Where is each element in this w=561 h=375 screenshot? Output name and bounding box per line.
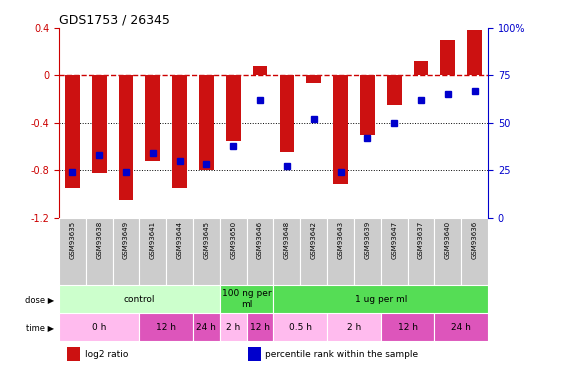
Text: GSM93637: GSM93637: [418, 221, 424, 259]
Bar: [193, 313, 220, 341]
Text: GSM93647: GSM93647: [391, 221, 397, 259]
Text: GSM93645: GSM93645: [204, 221, 209, 259]
Text: 1 ug per ml: 1 ug per ml: [355, 295, 407, 304]
Text: dose ▶: dose ▶: [25, 295, 54, 304]
Bar: [273, 313, 327, 341]
Bar: [92, 75, 107, 172]
Bar: [118, 75, 134, 200]
Bar: [139, 217, 166, 285]
Text: GSM93641: GSM93641: [150, 221, 156, 259]
Bar: [247, 313, 273, 341]
Bar: [59, 285, 220, 313]
Bar: [199, 75, 214, 170]
Text: GSM93642: GSM93642: [311, 221, 317, 259]
Bar: [381, 217, 408, 285]
Bar: [67, 347, 80, 361]
Bar: [461, 217, 488, 285]
Bar: [220, 313, 247, 341]
Bar: [434, 313, 488, 341]
Bar: [65, 75, 80, 188]
Bar: [220, 217, 247, 285]
Text: GSM93648: GSM93648: [284, 221, 290, 259]
Bar: [440, 40, 455, 75]
Text: GSM93650: GSM93650: [230, 221, 236, 259]
Bar: [408, 217, 434, 285]
Text: 2 h: 2 h: [347, 322, 361, 332]
Bar: [273, 285, 488, 313]
Bar: [59, 313, 139, 341]
Text: 12 h: 12 h: [250, 322, 270, 332]
Bar: [248, 347, 261, 361]
Bar: [327, 217, 354, 285]
Bar: [306, 75, 321, 82]
Text: GSM93639: GSM93639: [364, 221, 370, 259]
Text: GSM93636: GSM93636: [472, 221, 477, 259]
Bar: [247, 217, 273, 285]
Bar: [226, 75, 241, 141]
Bar: [354, 217, 381, 285]
Bar: [387, 75, 402, 105]
Bar: [413, 61, 429, 75]
Text: 0 h: 0 h: [92, 322, 107, 332]
Text: 24 h: 24 h: [196, 322, 217, 332]
Text: 24 h: 24 h: [451, 322, 471, 332]
Text: GSM93646: GSM93646: [257, 221, 263, 259]
Text: percentile rank within the sample: percentile rank within the sample: [265, 350, 418, 358]
Text: GSM93635: GSM93635: [70, 221, 75, 259]
Bar: [381, 313, 434, 341]
Text: 12 h: 12 h: [156, 322, 176, 332]
Bar: [220, 285, 273, 313]
Text: GSM93643: GSM93643: [338, 221, 343, 259]
Bar: [193, 217, 220, 285]
Bar: [145, 75, 160, 160]
Bar: [279, 75, 295, 152]
Bar: [86, 217, 113, 285]
Bar: [467, 30, 482, 75]
Bar: [327, 313, 381, 341]
Text: time ▶: time ▶: [26, 322, 54, 332]
Bar: [252, 66, 268, 75]
Text: GSM93640: GSM93640: [445, 221, 451, 259]
Bar: [172, 75, 187, 188]
Text: GSM93649: GSM93649: [123, 221, 129, 259]
Bar: [273, 217, 300, 285]
Bar: [333, 75, 348, 184]
Bar: [300, 217, 327, 285]
Text: control: control: [123, 295, 155, 304]
Bar: [434, 217, 461, 285]
Text: 2 h: 2 h: [226, 322, 240, 332]
Bar: [360, 75, 375, 135]
Bar: [113, 217, 139, 285]
Text: log2 ratio: log2 ratio: [85, 350, 128, 358]
Text: GSM93638: GSM93638: [96, 221, 102, 259]
Text: 100 ng per
ml: 100 ng per ml: [222, 290, 272, 309]
Bar: [166, 217, 193, 285]
Text: 0.5 h: 0.5 h: [289, 322, 312, 332]
Text: GSM93644: GSM93644: [177, 221, 183, 259]
Text: GDS1753 / 26345: GDS1753 / 26345: [59, 14, 170, 27]
Bar: [59, 217, 86, 285]
Text: 12 h: 12 h: [398, 322, 417, 332]
Bar: [139, 313, 193, 341]
